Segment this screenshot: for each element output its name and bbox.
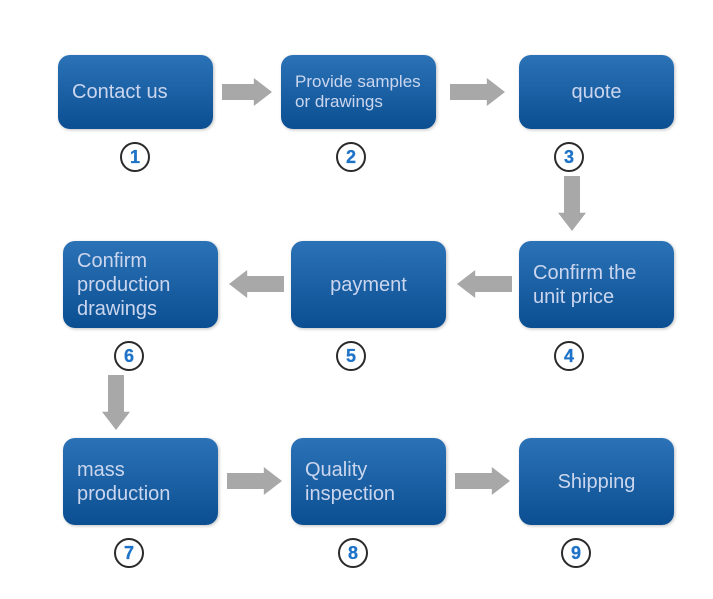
arrow-left-3 [457,270,512,303]
flow-node-4: Confirm the unit price [519,241,674,328]
step-badge-number: 5 [346,346,356,367]
flow-node-label: Shipping [558,470,636,494]
flow-node-6: Confirm production drawings [63,241,218,328]
arrow-right-7 [455,467,510,500]
flow-node-label: Contact us [72,80,168,104]
flow-node-label: Quality inspection [305,458,432,506]
step-badge-number: 6 [124,346,134,367]
step-badge-9: 9 [561,538,591,568]
step-badge-number: 1 [130,147,140,168]
step-badge-number: 7 [124,543,134,564]
arrow-down-2 [558,176,586,236]
flow-node-label: Confirm production drawings [77,249,204,321]
step-badge-6: 6 [114,341,144,371]
arrow-down-5 [102,375,130,435]
arrow-right-0 [222,78,272,111]
flow-node-9: Shipping [519,438,674,525]
step-badge-number: 8 [348,543,358,564]
step-badge-number: 9 [571,543,581,564]
step-badge-3: 3 [554,142,584,172]
step-badge-number: 3 [564,147,574,168]
flow-node-label: Confirm the unit price [533,261,660,309]
flow-node-2: Provide samples or drawings [281,55,436,129]
step-badge-4: 4 [554,341,584,371]
flow-node-3: quote [519,55,674,129]
flow-node-label: payment [330,273,407,297]
arrow-right-1 [450,78,505,111]
step-badge-8: 8 [338,538,368,568]
step-badge-number: 4 [564,346,574,367]
step-badge-number: 2 [346,147,356,168]
flow-node-8: Quality inspection [291,438,446,525]
arrow-left-4 [229,270,284,303]
step-badge-5: 5 [336,341,366,371]
arrow-right-6 [227,467,282,500]
flow-node-7: mass production [63,438,218,525]
step-badge-7: 7 [114,538,144,568]
flow-node-1: Contact us [58,55,213,129]
step-badge-1: 1 [120,142,150,172]
flow-node-label: mass production [77,458,204,506]
flow-node-label: Provide samples or drawings [295,72,422,113]
flow-node-label: quote [571,80,621,104]
step-badge-2: 2 [336,142,366,172]
flow-node-5: payment [291,241,446,328]
